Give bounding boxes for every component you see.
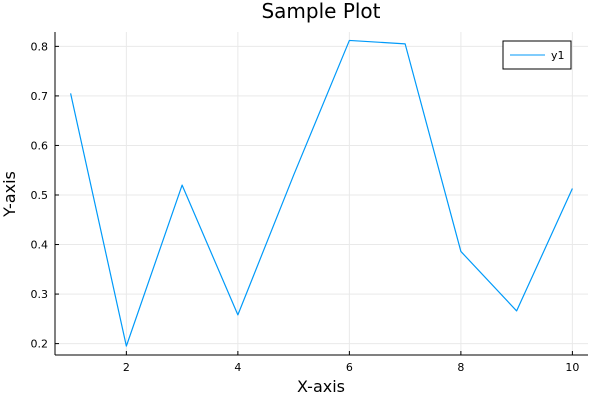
y-tick-label: 0.6 xyxy=(31,139,49,152)
y-tick-label: 0.5 xyxy=(31,189,49,202)
series-line-y1 xyxy=(70,39,573,347)
y-tick-label: 0.8 xyxy=(31,40,49,53)
chart-title: Sample Plot xyxy=(261,0,380,23)
y-tick-label: 0.2 xyxy=(31,338,49,351)
x-tick-label: 8 xyxy=(457,361,464,374)
x-tick-label: 10 xyxy=(565,361,579,374)
grid-lines xyxy=(55,32,588,355)
y-tick-label: 0.7 xyxy=(31,90,49,103)
x-axis-label: X-axis xyxy=(297,377,345,396)
x-tick-label: 2 xyxy=(123,361,130,374)
ticks: 2 4 6 8 10 0.2 0.3 0.4 0.5 0.6 0.7 0.8 xyxy=(31,40,580,374)
x-tick-label: 4 xyxy=(234,361,241,374)
legend-label: y1 xyxy=(551,49,565,62)
legend: y1 xyxy=(502,40,572,70)
axes xyxy=(54,32,588,356)
y-axis-label: Y-axis xyxy=(0,171,19,218)
x-tick-label: 6 xyxy=(346,361,353,374)
series-layer xyxy=(70,39,573,347)
y-tick-label: 0.3 xyxy=(31,288,49,301)
y-tick-label: 0.4 xyxy=(31,239,49,252)
